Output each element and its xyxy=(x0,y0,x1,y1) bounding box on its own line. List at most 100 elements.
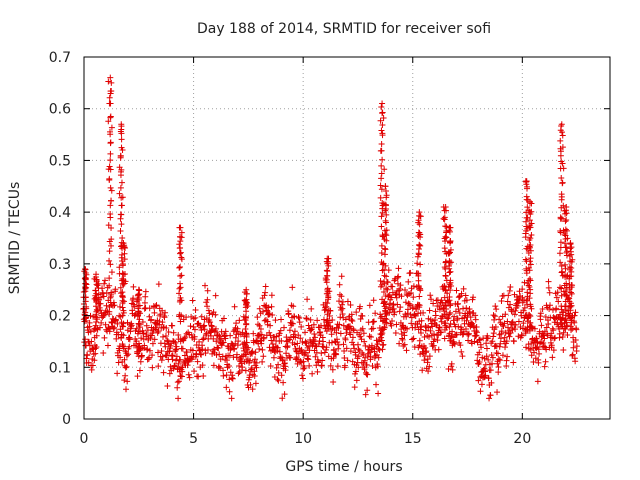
data-point xyxy=(205,307,212,314)
data-point xyxy=(342,316,349,323)
data-point xyxy=(478,344,485,351)
data-point xyxy=(483,345,490,352)
data-point xyxy=(447,320,454,327)
data-point xyxy=(524,289,531,296)
data-point xyxy=(402,287,409,294)
data-point xyxy=(521,304,528,311)
data-point xyxy=(243,320,250,327)
data-point xyxy=(171,363,178,370)
data-point xyxy=(182,334,189,341)
data-point xyxy=(177,224,184,231)
data-point xyxy=(117,290,124,297)
data-point xyxy=(226,388,233,395)
data-point xyxy=(239,329,246,336)
data-point xyxy=(380,260,387,267)
data-point xyxy=(477,388,484,395)
data-point xyxy=(190,323,197,330)
data-point xyxy=(278,316,285,323)
data-point xyxy=(496,316,503,323)
data-point xyxy=(112,317,119,324)
data-point xyxy=(118,221,125,228)
data-point xyxy=(325,307,332,314)
data-point xyxy=(563,210,570,217)
data-point xyxy=(560,165,567,172)
data-point xyxy=(339,311,346,318)
data-point xyxy=(243,286,250,293)
data-point xyxy=(473,332,480,339)
data-point xyxy=(447,300,454,307)
data-point xyxy=(103,302,110,309)
data-point xyxy=(552,315,559,322)
data-point xyxy=(394,274,401,281)
data-point xyxy=(566,253,573,260)
data-point xyxy=(126,336,133,343)
data-point xyxy=(130,295,137,302)
data-point xyxy=(157,311,164,318)
data-point xyxy=(547,302,554,309)
data-point xyxy=(154,349,161,356)
data-point xyxy=(497,340,504,347)
data-point xyxy=(163,352,170,359)
data-point xyxy=(353,309,360,316)
data-point xyxy=(492,303,499,310)
data-point xyxy=(550,327,557,334)
data-point xyxy=(111,317,118,324)
data-point xyxy=(159,333,166,340)
data-point xyxy=(377,182,384,189)
data-point xyxy=(455,294,462,301)
data-point xyxy=(447,246,454,253)
data-point xyxy=(450,317,457,324)
data-point xyxy=(294,340,301,347)
data-point xyxy=(183,330,190,337)
data-point xyxy=(119,258,126,265)
data-point xyxy=(82,336,89,343)
data-point xyxy=(404,325,411,332)
data-point xyxy=(238,353,245,360)
data-point xyxy=(340,322,347,329)
data-point xyxy=(170,329,177,336)
data-point xyxy=(206,310,213,317)
data-point xyxy=(372,310,379,317)
data-point xyxy=(527,198,534,205)
data-point xyxy=(114,370,121,377)
data-point xyxy=(448,333,455,340)
data-point xyxy=(557,214,564,221)
data-point xyxy=(447,268,454,275)
data-point xyxy=(416,293,423,300)
data-point xyxy=(264,307,271,314)
data-point xyxy=(335,325,342,332)
data-point xyxy=(153,302,160,309)
data-point xyxy=(557,259,564,266)
data-point xyxy=(439,313,446,320)
data-point xyxy=(396,286,403,293)
data-point xyxy=(522,218,529,225)
data-point xyxy=(370,318,377,325)
data-point xyxy=(454,300,461,307)
data-point xyxy=(441,214,448,221)
data-point xyxy=(152,303,159,310)
data-point xyxy=(381,279,388,286)
data-point xyxy=(131,303,138,310)
data-point xyxy=(382,183,389,190)
data-point xyxy=(459,331,466,338)
data-point xyxy=(220,367,227,374)
data-point xyxy=(212,325,219,332)
data-point xyxy=(487,392,494,399)
data-point xyxy=(515,318,522,325)
data-point xyxy=(197,351,204,358)
data-point xyxy=(408,320,415,327)
data-point xyxy=(330,355,337,362)
data-point xyxy=(315,341,322,348)
data-point xyxy=(181,335,188,342)
data-point xyxy=(443,324,450,331)
data-point xyxy=(495,356,502,363)
data-point xyxy=(159,319,166,326)
data-point xyxy=(176,285,183,292)
data-point xyxy=(125,351,132,358)
data-point xyxy=(476,349,483,356)
data-point xyxy=(504,298,511,305)
data-point xyxy=(212,311,219,318)
data-point xyxy=(550,347,557,354)
data-point xyxy=(324,317,331,324)
data-point xyxy=(135,294,142,301)
